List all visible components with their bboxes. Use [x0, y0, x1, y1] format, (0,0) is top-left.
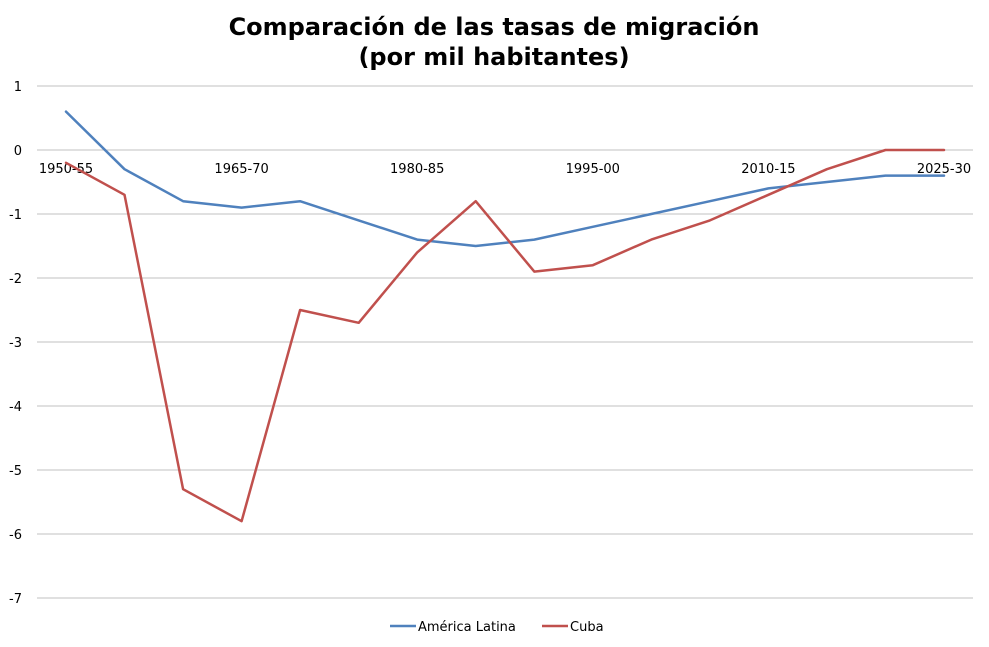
y-tick-label: -1	[9, 208, 22, 223]
series-lines	[64, 110, 946, 523]
x-tick-label: 2010-15	[741, 162, 795, 177]
y-tick-label: 1	[14, 80, 22, 95]
y-tick-label: -2	[9, 272, 22, 287]
y-tick-label: -6	[9, 528, 22, 543]
y-tick-label: -3	[9, 336, 22, 351]
x-tick-label: 1995-00	[566, 162, 620, 177]
gridlines	[37, 85, 973, 599]
legend-label: Cuba	[570, 620, 604, 635]
y-tick-label: 0	[14, 144, 22, 159]
legend-label: América Latina	[418, 620, 516, 635]
y-tick-label: -5	[9, 464, 22, 479]
chart-title-line-2: (por mil habitantes)	[358, 43, 629, 71]
x-tick-label: 1980-85	[390, 162, 444, 177]
x-tick-label: 1965-70	[214, 162, 268, 177]
legend: América Latina Cuba	[390, 620, 604, 635]
y-tick-label: -4	[9, 400, 22, 415]
series-line-cuba	[64, 148, 946, 523]
y-axis-tick-labels: 1 0 -1 -2 -3 -4 -5 -6 -7	[9, 80, 22, 607]
chart-title-line-1: Comparación de las tasas de migración	[229, 13, 760, 41]
series-line-am-rica-latina	[64, 110, 946, 248]
x-axis-tick-labels: 1950-55 1965-70 1980-85 1995-00 2010-15 2025-…	[39, 162, 971, 177]
x-tick-label: 2025-30	[917, 162, 971, 177]
y-tick-label: -7	[9, 592, 22, 607]
x-tick-label: 1950-55	[39, 162, 93, 177]
